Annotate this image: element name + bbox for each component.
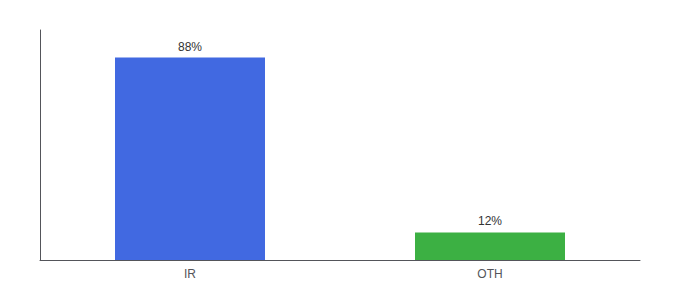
svg-text:88%: 88% [178, 40, 202, 54]
svg-text:12%: 12% [478, 214, 502, 228]
svg-text:OTH: OTH [477, 267, 502, 281]
svg-text:IR: IR [184, 267, 196, 281]
